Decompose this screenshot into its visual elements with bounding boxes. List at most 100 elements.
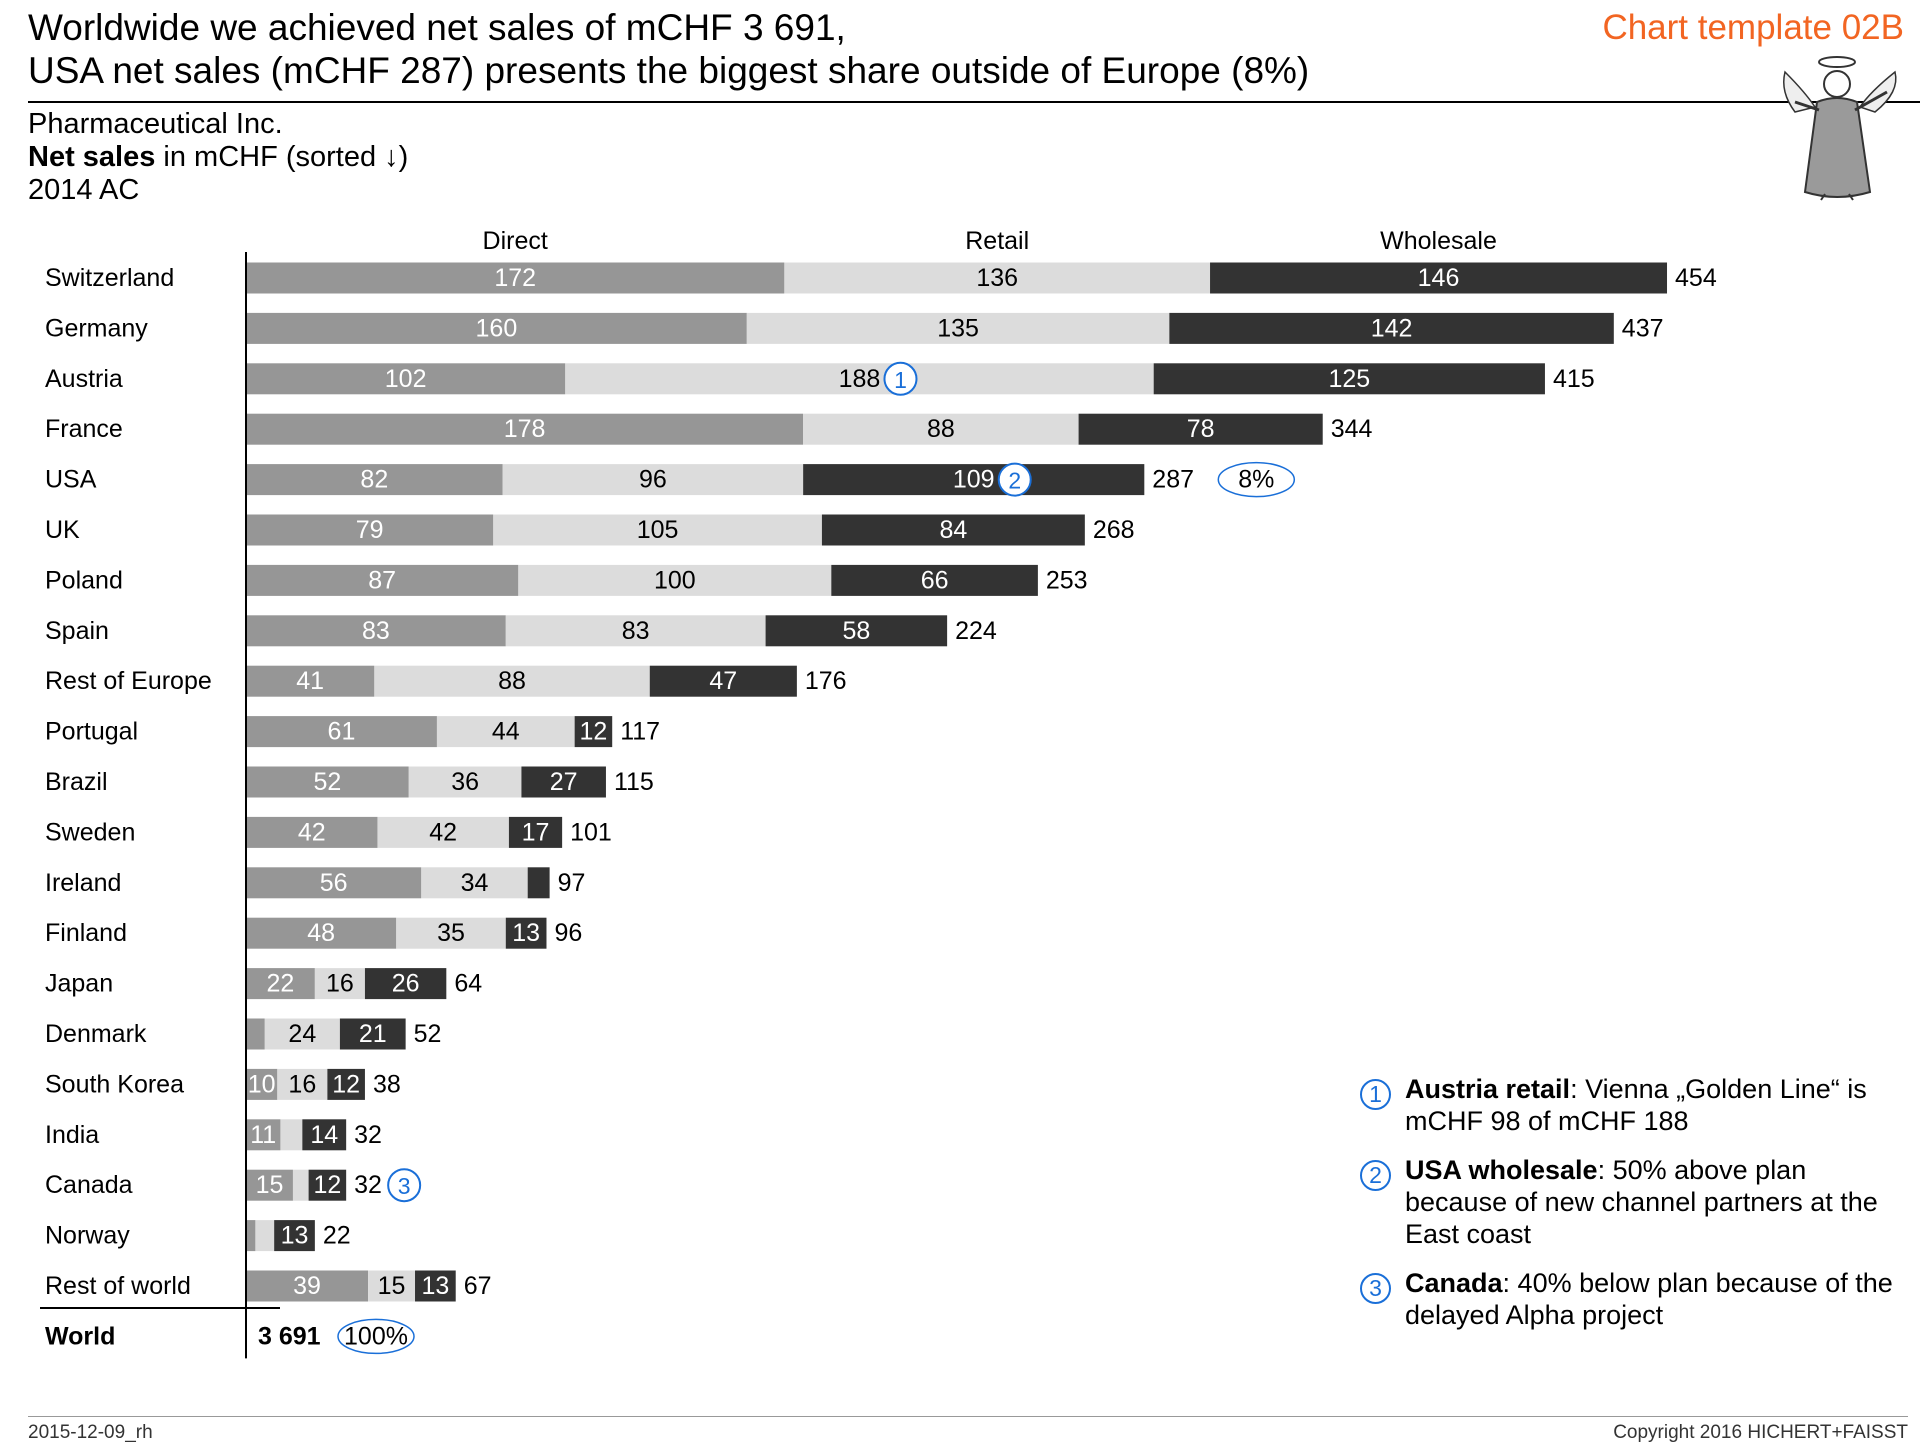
total-row-label: World (45, 1322, 115, 1350)
bar-label-sweden-direct: 42 (298, 818, 326, 846)
bar-germany-wholesale (1169, 312, 1614, 344)
bar-label-finland-direct: 48 (307, 919, 335, 947)
total-share-ellipse (337, 1318, 415, 1355)
marker-2-circle (997, 462, 1032, 497)
category-label-ireland: Ireland (45, 869, 121, 897)
total-label-norway: 22 (323, 1222, 351, 1250)
column-header-retail: Retail (965, 227, 1029, 255)
bar-label-ireland-direct: 56 (320, 869, 348, 897)
bar-label-france-retail: 88 (927, 415, 955, 443)
bar-uk-retail (493, 514, 822, 546)
note-2: 2 USA wholesale: 50% above plan because … (1360, 1154, 1905, 1250)
share-callout-text: 8% (1238, 466, 1274, 494)
bar-label-norway-wholesale: 13 (281, 1222, 309, 1250)
total-label-brazil: 115 (614, 768, 654, 796)
total-label-canada: 32 (354, 1171, 382, 1199)
bar-brazil-direct (246, 766, 409, 798)
bar-label-france-wholesale: 78 (1187, 415, 1215, 443)
bar-norway-direct (246, 1220, 256, 1252)
bar-rest-of-europe-direct (246, 665, 375, 697)
category-label-japan: Japan (45, 970, 113, 998)
bar-france-direct (246, 413, 804, 445)
period: 2014 AC (28, 174, 140, 206)
bar-portugal-wholesale (574, 716, 613, 748)
bar-label-canada-direct: 15 (256, 1171, 284, 1199)
bar-label-rest-of-world-direct: 39 (293, 1272, 321, 1300)
bar-canada-retail (292, 1169, 309, 1201)
bar-spain-wholesale (765, 615, 948, 647)
bar-rest-of-europe-retail (374, 665, 650, 697)
bar-spain-direct (246, 615, 506, 647)
bar-label-poland-wholesale: 66 (921, 566, 949, 594)
category-label-germany: Germany (45, 314, 148, 342)
bar-sweden-direct (246, 816, 378, 848)
bar-label-rest-of-world-retail: 15 (378, 1272, 406, 1300)
bar-norway-wholesale (274, 1220, 315, 1252)
bar-france-wholesale (1078, 413, 1323, 445)
category-label-sweden: Sweden (45, 818, 135, 846)
category-label-switzerland: Switzerland (45, 264, 174, 292)
category-label-finland: Finland (45, 919, 127, 947)
total-label-usa: 287 (1152, 466, 1194, 494)
bar-austria-retail (565, 363, 1154, 395)
bar-label-portugal-retail: 44 (492, 718, 520, 746)
bar-label-switzerland-wholesale: 146 (1418, 264, 1460, 292)
bar-label-spain-wholesale: 58 (842, 617, 870, 645)
bar-label-rest-of-world-wholesale: 13 (421, 1272, 449, 1300)
category-label-canada: Canada (45, 1171, 133, 1199)
bar-label-south-korea-wholesale: 12 (332, 1070, 360, 1098)
bar-finland-direct (246, 917, 397, 949)
bar-label-japan-direct: 22 (267, 970, 295, 998)
note-marker-2: 2 (1360, 1160, 1391, 1191)
bar-japan-wholesale (364, 968, 447, 1000)
bar-south-korea-direct (246, 1068, 278, 1100)
chart-subtitle: Pharmaceutical Inc. Net sales in mCHF (s… (28, 108, 408, 207)
column-header-direct: Direct (483, 227, 548, 255)
bar-label-india-wholesale: 14 (310, 1121, 338, 1149)
note-1-bold: Austria retail (1405, 1074, 1571, 1104)
angel-icon (1783, 56, 1897, 201)
total-label-rest-of-europe: 176 (805, 667, 847, 695)
header-rule (28, 101, 1920, 103)
bar-portugal-retail (436, 716, 575, 748)
bar-label-uk-direct: 79 (356, 516, 384, 544)
note-3-text: : 40% below plan because of the delayed … (1405, 1268, 1893, 1330)
total-label-india: 32 (354, 1121, 382, 1149)
bar-label-portugal-wholesale: 12 (580, 718, 608, 746)
bar-poland-wholesale (831, 564, 1038, 596)
bar-label-germany-wholesale: 142 (1371, 314, 1413, 342)
marker-1-circle (883, 361, 918, 396)
bar-label-poland-direct: 87 (368, 566, 396, 594)
total-label-poland: 253 (1046, 566, 1088, 594)
bar-norway-retail (255, 1220, 275, 1252)
category-label-france: France (45, 415, 123, 443)
bar-label-denmark-wholesale: 21 (359, 1020, 387, 1048)
total-label-germany: 437 (1622, 314, 1664, 342)
marker-3-circle (387, 1168, 422, 1203)
total-label-portugal: 117 (620, 718, 660, 746)
bar-label-uk-retail: 105 (637, 516, 679, 544)
bar-rest-of-world-direct (246, 1270, 369, 1302)
bar-canada-wholesale (308, 1169, 347, 1201)
total-row-value: 3 691 (258, 1322, 321, 1350)
marker-1-text: 1 (894, 367, 907, 393)
bar-label-usa-wholesale: 109 (953, 466, 995, 494)
total-label-spain: 224 (955, 617, 997, 645)
bar-rest-of-world-retail (368, 1270, 416, 1302)
bar-label-germany-direct: 160 (476, 314, 518, 342)
bar-label-germany-retail: 135 (937, 314, 979, 342)
total-label-austria: 415 (1553, 365, 1595, 393)
footer-rule (28, 1416, 1908, 1417)
total-label-south-korea: 38 (373, 1070, 401, 1098)
marker-2-text: 2 (1008, 468, 1021, 494)
bar-label-brazil-direct: 52 (313, 768, 341, 796)
bar-label-sweden-retail: 42 (429, 818, 457, 846)
bar-ireland-retail (421, 867, 528, 899)
bar-japan-retail (314, 968, 365, 1000)
bar-ireland-direct (246, 867, 422, 899)
bar-label-spain-retail: 83 (622, 617, 650, 645)
bar-label-spain-direct: 83 (362, 617, 390, 645)
bar-sweden-retail (377, 816, 509, 848)
bar-label-rest-of-europe-retail: 88 (498, 667, 526, 695)
total-label-denmark: 52 (414, 1020, 442, 1048)
